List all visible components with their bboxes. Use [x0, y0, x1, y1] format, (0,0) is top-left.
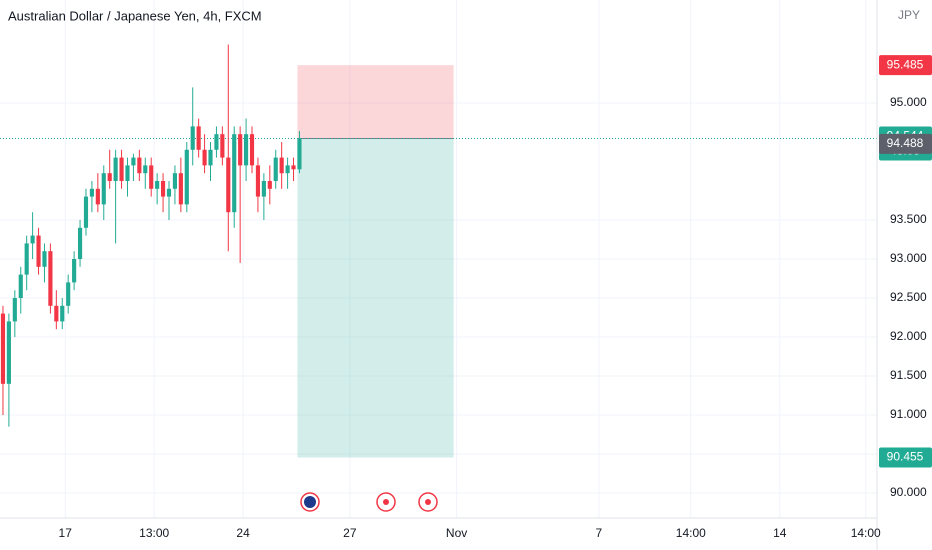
- x-tick-label: 14: [773, 526, 787, 540]
- candle-body: [249, 134, 255, 166]
- candles: [0, 44, 302, 427]
- x-tick-label: 13:00: [139, 526, 169, 540]
- candle-body: [155, 180, 160, 189]
- position-tool: [0, 65, 877, 458]
- candle-body: [0, 313, 6, 384]
- candle-body: [131, 157, 136, 166]
- candle-body: [178, 173, 183, 205]
- candle-body: [297, 138, 302, 170]
- y-tick-label: 91.500: [890, 368, 927, 382]
- candle-body: [30, 235, 35, 244]
- x-tick-label: Nov: [446, 526, 467, 540]
- y-tick-label: 90.000: [890, 485, 927, 499]
- chart-title: Australian Dollar / Japanese Yen, 4h, FX…: [8, 8, 262, 23]
- event-icons: [300, 492, 438, 512]
- candle-body: [226, 157, 231, 213]
- candle-body: [101, 173, 106, 205]
- candle-body: [107, 173, 112, 181]
- candle-body: [125, 165, 130, 181]
- candle-body: [184, 149, 189, 205]
- candle-body: [113, 157, 118, 181]
- price-label: 94.488: [887, 136, 924, 150]
- candle-body: [42, 251, 47, 267]
- candle-body: [149, 165, 154, 189]
- candle-body: [208, 149, 213, 166]
- x-tick-label: 24: [236, 526, 250, 540]
- candle-body: [190, 126, 195, 150]
- candle-body: [143, 165, 148, 174]
- candle-body: [244, 134, 249, 166]
- candle-body: [89, 188, 94, 197]
- x-tick-label: 27: [343, 526, 357, 540]
- candle-body: [18, 274, 23, 299]
- candle-body: [273, 157, 278, 181]
- candle-body: [291, 165, 296, 170]
- candle-body: [255, 165, 261, 197]
- candle-body: [238, 134, 243, 166]
- price-label: 95.485: [887, 57, 924, 71]
- currency-label: JPY: [898, 8, 920, 22]
- x-tick-label: 14:00: [676, 526, 706, 540]
- candle-body: [60, 305, 65, 322]
- y-tick-label: 92.500: [890, 290, 927, 304]
- candle-body: [119, 157, 124, 181]
- candle-body: [137, 157, 142, 174]
- y-tick-label: 92.000: [890, 329, 927, 343]
- candle-body: [48, 251, 53, 306]
- candle-body: [83, 196, 89, 228]
- x-tick-label: 7: [596, 526, 603, 540]
- candle-body: [267, 180, 272, 189]
- candle-body: [24, 243, 29, 275]
- grid: [0, 0, 877, 518]
- candle-body: [214, 134, 219, 150]
- axes: 90.00090.50091.00091.50092.00092.50093.0…: [59, 55, 932, 540]
- candle-body: [72, 259, 77, 283]
- candle-body: [95, 188, 100, 205]
- stop-zone: [297, 65, 454, 139]
- x-tick-label: 17: [59, 526, 73, 540]
- candle-body: [66, 282, 71, 306]
- candle-body: [160, 180, 166, 197]
- candle-body: [6, 321, 11, 384]
- candle-body: [36, 235, 41, 267]
- x-tick-label: 14:00: [851, 526, 881, 540]
- y-tick-label: 93.500: [890, 212, 927, 226]
- candle-body: [166, 188, 172, 197]
- price-label-box: [879, 55, 932, 76]
- price-label-box: [879, 447, 932, 468]
- event-dot: [383, 499, 389, 505]
- candle-body: [172, 173, 178, 189]
- candle-body: [261, 180, 266, 197]
- price-label-box: [879, 133, 932, 154]
- candle-body: [77, 227, 83, 259]
- candle-body: [54, 305, 59, 322]
- target-zone: [297, 138, 454, 458]
- price-label: 90.455: [887, 450, 924, 464]
- y-tick-label: 95.000: [890, 95, 927, 109]
- y-tick-label: 93.000: [890, 251, 927, 265]
- candle-body: [196, 126, 201, 150]
- candle-body: [285, 165, 290, 174]
- event-flag: [304, 496, 316, 508]
- candle-body: [232, 134, 237, 213]
- y-tick-label: 91.000: [890, 407, 927, 421]
- candle-body: [12, 298, 17, 322]
- candle-body: [202, 149, 207, 166]
- event-dot: [425, 499, 431, 505]
- candle-body: [279, 157, 284, 174]
- candle-body: [220, 134, 225, 158]
